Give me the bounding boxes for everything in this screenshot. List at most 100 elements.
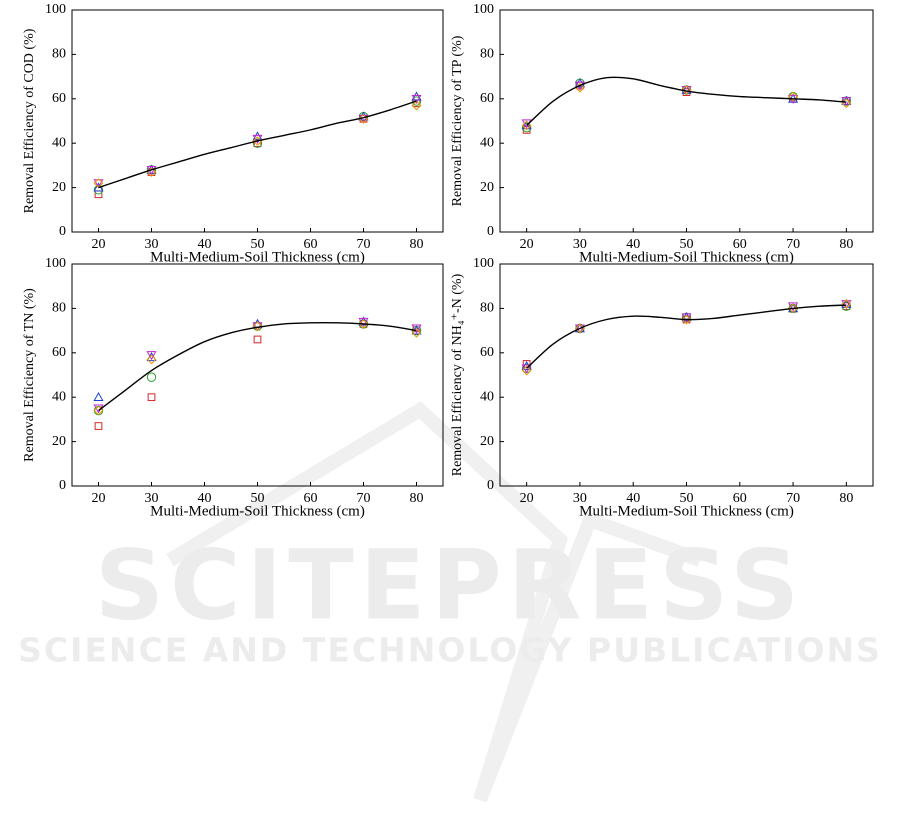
marker-square <box>147 393 156 402</box>
marker-triangle-down <box>411 94 422 105</box>
marker-circle <box>841 301 852 311</box>
y-tick-label: 40 <box>52 389 66 404</box>
marker-triangle-down <box>93 179 104 189</box>
marker-diamond <box>252 321 263 332</box>
marker-square <box>94 422 103 430</box>
x-tick-label: 20 <box>92 237 106 252</box>
marker-circle <box>521 122 532 133</box>
x-tick-label: 50 <box>251 491 265 506</box>
plot-frame <box>71 9 444 233</box>
x-tick-label: 30 <box>573 237 587 252</box>
x-axis-label: Multi-Medium-Soil Thickness (cm) <box>150 503 365 519</box>
x-tick-label: 20 <box>520 491 534 506</box>
x-tick-label: 30 <box>573 491 587 506</box>
watermark-subtitle: SCIENCE AND TECHNOLOGY PUBLICATIONS <box>18 631 882 670</box>
fit-curve <box>98 100 417 189</box>
x-tick-label: 80 <box>839 491 853 506</box>
marker-diamond <box>841 299 852 309</box>
y-tick-label: 0 <box>487 478 494 493</box>
marker-diamond <box>788 91 798 102</box>
marker-triangle-down <box>841 300 852 310</box>
y-tick-label: 20 <box>480 434 494 449</box>
y-tick-label: 80 <box>52 47 66 62</box>
y-tick-label: 60 <box>52 345 66 360</box>
marker-circle <box>252 138 263 148</box>
y-axis-label: Removal Efficiency of TN (%) <box>22 288 37 462</box>
y-tick-label: 40 <box>480 135 494 150</box>
y-tick-label: 20 <box>52 434 66 449</box>
marker-diamond <box>411 327 422 338</box>
y-axis-label: Removal Efficiency of NH₄⁺-N (%) <box>450 273 465 476</box>
y-tick-label: 0 <box>59 224 66 239</box>
marker-triangle-down <box>411 324 422 334</box>
y-tick-label: 20 <box>52 180 66 195</box>
x-tick-label: 60 <box>304 237 318 252</box>
x-tick-label: 20 <box>92 491 106 506</box>
marker-square <box>253 335 262 344</box>
x-tick-label: 70 <box>786 237 800 252</box>
x-tick-label: 80 <box>410 237 424 252</box>
marker-triangle <box>574 78 585 88</box>
y-tick-label: 100 <box>473 256 494 271</box>
marker-diamond <box>681 314 692 325</box>
marker-diamond <box>252 136 263 146</box>
x-tick-label: 50 <box>251 237 265 252</box>
x-tick-label: 40 <box>198 491 212 506</box>
marker-circle <box>93 185 104 195</box>
chart-panel: 0 20 40 60 80 100 20 30 40 50 60 70 80 Multi-Medium-S… <box>22 2 444 265</box>
marker-triangle <box>521 120 532 130</box>
watermark-title: SCITEPRESS <box>95 529 805 641</box>
chart-panel: 0 20 40 60 80 100 20 30 40 50 60 70 80 Multi-Medium-S… <box>450 2 874 265</box>
y-tick-label: 80 <box>52 301 66 316</box>
x-axis-label: Multi-Medium-Soil Thickness (cm) <box>579 503 794 519</box>
y-tick-label: 60 <box>480 91 494 106</box>
marker-triangle <box>411 91 422 101</box>
y-tick-label: 80 <box>480 47 494 62</box>
plot-frame <box>499 263 874 487</box>
chart-panel: 0 20 40 60 80 100 20 30 40 50 60 70 80 Multi-Medium-S… <box>450 256 874 519</box>
marker-triangle-down <box>146 351 157 361</box>
marker-diamond <box>358 319 369 329</box>
y-axis-label: Removal Efficiency of TP (%) <box>450 35 465 206</box>
watermark: SCITEPRESS SCIENCE AND TECHNOLOGY PUBLIC… <box>18 401 882 803</box>
x-tick-label: 30 <box>145 491 159 506</box>
marker-diamond <box>521 365 532 376</box>
x-tick-label: 40 <box>198 237 212 252</box>
y-tick-label: 100 <box>473 2 494 17</box>
chart-panel: 0 20 40 60 80 100 20 30 40 50 60 70 80 Multi-Medium-S… <box>22 256 444 519</box>
y-tick-label: 60 <box>480 345 494 360</box>
fit-curve <box>526 76 847 126</box>
x-axis-label: Multi-Medium-Soil Thickness (cm) <box>579 249 794 265</box>
marker-circle <box>146 372 157 382</box>
x-tick-label: 70 <box>357 491 371 506</box>
marker-triangle-down <box>358 114 369 125</box>
marker-diamond <box>521 120 532 131</box>
x-tick-label: 70 <box>786 491 800 506</box>
y-tick-label: 40 <box>480 389 494 404</box>
fit-curve <box>98 321 417 412</box>
y-tick-label: 20 <box>480 180 494 195</box>
marker-square <box>522 360 531 368</box>
x-tick-label: 30 <box>145 237 159 252</box>
y-tick-label: 0 <box>487 224 494 239</box>
marker-triangle <box>93 391 104 402</box>
y-tick-label: 100 <box>45 256 66 271</box>
x-tick-label: 60 <box>733 237 747 252</box>
marker-diamond <box>146 354 157 365</box>
plot-frame <box>499 9 874 233</box>
x-tick-label: 70 <box>357 237 371 252</box>
x-tick-label: 80 <box>839 237 853 252</box>
y-tick-label: 80 <box>480 301 494 316</box>
x-tick-label: 40 <box>626 237 640 252</box>
fit-curve <box>526 304 847 369</box>
x-axis-label: Multi-Medium-Soil Thickness (cm) <box>150 249 365 265</box>
x-tick-label: 50 <box>680 491 694 506</box>
y-axis-label: Removal Efficiency of COD (%) <box>22 28 37 213</box>
marker-diamond <box>788 303 798 314</box>
x-tick-label: 40 <box>626 491 640 506</box>
marker-triangle <box>252 131 263 141</box>
marker-circle <box>411 96 422 106</box>
y-tick-label: 60 <box>52 91 66 106</box>
watermark-swoosh <box>166 401 703 803</box>
